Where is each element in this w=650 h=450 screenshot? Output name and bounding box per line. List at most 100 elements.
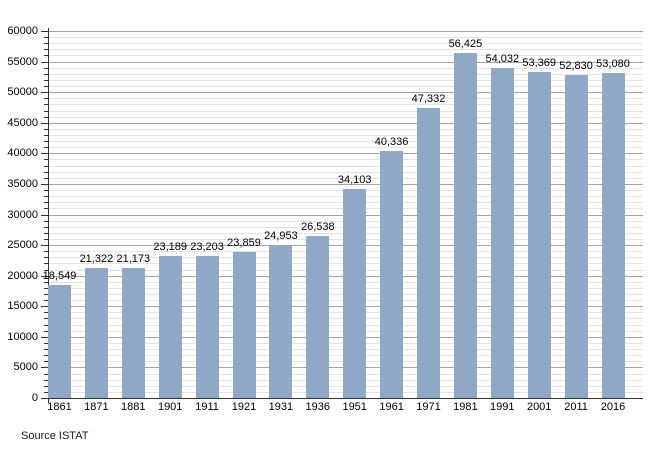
bar-1871 [84,267,108,398]
y-minor-tick [44,324,48,326]
x-tick-label-2016: 2016 [600,401,626,413]
y-minor-tick [44,391,48,393]
y-major-tick [41,245,48,247]
y-major-tick [41,214,48,216]
gridline-major [48,153,643,155]
y-minor-tick [44,49,48,51]
gridline-minor [48,159,643,161]
y-minor-tick [44,116,48,118]
bar-1981 [453,52,477,398]
y-tick-label: 35000 [7,177,38,190]
y-minor-tick [44,128,48,130]
y-minor-tick [44,251,48,253]
y-minor-tick [44,232,48,234]
gridline-minor [48,67,643,69]
y-minor-tick [44,220,48,222]
gridline-minor [48,79,643,81]
y-tick-label: 55000 [7,55,38,68]
gridline-minor [48,165,643,167]
bar-1951 [343,189,367,398]
bar-1936 [306,235,330,398]
gridline-minor [48,141,643,143]
value-label-1861: 18,549 [42,269,77,282]
y-major-tick [41,31,48,32]
bar-1861 [48,284,71,398]
gridline-minor [48,37,643,39]
gridline-minor [48,171,643,173]
y-axis-line [48,28,49,403]
x-tick-label-1981: 1981 [453,401,478,413]
y-major-tick [41,275,48,277]
x-tick-label-1861: 1861 [47,401,72,413]
y-tick-label: 45000 [7,116,38,129]
x-tick-label-1871: 1871 [84,401,109,413]
bar-1881 [121,268,145,398]
y-minor-tick [44,300,48,302]
x-tick-label-1936: 1936 [305,401,331,413]
y-major-tick [41,61,48,63]
y-major-tick [41,183,48,185]
bar-2016 [601,73,625,398]
gridline-minor [48,128,643,130]
y-minor-tick [44,349,48,351]
y-tick-label: 20000 [7,269,38,282]
gridline-major [48,122,643,124]
y-minor-tick [44,37,48,39]
gridline-minor [48,110,643,112]
gridline-minor [48,104,643,106]
value-label-1951: 34,103 [337,174,372,187]
bar-1921 [232,252,256,398]
y-major-tick [41,336,48,338]
y-minor-tick [44,287,48,289]
y-minor-tick [44,177,48,179]
y-tick-label: 10000 [7,330,38,343]
x-tick-label-1931: 1931 [268,401,294,413]
y-tick-label: 5000 [13,361,38,374]
bar-1991 [490,67,514,398]
gridline-minor [48,116,643,118]
y-major-tick [41,367,48,369]
x-tick-label-1991: 1991 [490,401,515,413]
x-tick-label-1881: 1881 [121,401,146,413]
x-tick-label-1901: 1901 [157,401,183,413]
y-major-tick [41,122,48,124]
y-minor-tick [44,355,48,357]
y-tick-label: 50000 [7,86,38,99]
y-tick-label: 15000 [7,300,38,313]
y-minor-tick [44,202,48,204]
value-label-2016: 53,080 [596,58,630,71]
y-minor-tick [44,73,48,75]
y-minor-tick [44,330,48,332]
y-minor-tick [44,79,48,81]
gridline-minor [48,147,643,149]
gridline-minor [48,98,643,100]
y-minor-tick [44,373,48,375]
y-minor-tick [44,281,48,283]
y-tick-label: 40000 [7,147,38,160]
bar-1911 [195,256,219,398]
value-label-1936: 26,538 [300,220,335,233]
y-major-tick [41,306,48,308]
y-minor-tick [44,238,48,240]
bar-2001 [527,71,551,398]
y-minor-tick [44,361,48,363]
value-label-1991: 54,032 [485,52,520,65]
y-minor-tick [44,43,48,45]
y-major-tick [41,153,48,155]
value-label-1911: 23,203 [190,241,224,254]
y-minor-tick [44,318,48,320]
gridline-major [48,92,643,94]
y-minor-tick [44,104,48,106]
x-tick-label-1911: 1911 [195,401,219,413]
source-text: Source ISTAT [21,430,89,442]
value-label-1971: 47,332 [411,93,446,106]
gridline-minor [48,43,643,45]
bar-1931 [269,245,293,398]
bar-2011 [564,74,588,398]
gridline-minor [48,177,643,179]
value-label-1931: 24,953 [264,230,298,243]
y-minor-tick [44,257,48,259]
y-minor-tick [44,134,48,136]
value-label-2011: 52,830 [559,59,593,72]
